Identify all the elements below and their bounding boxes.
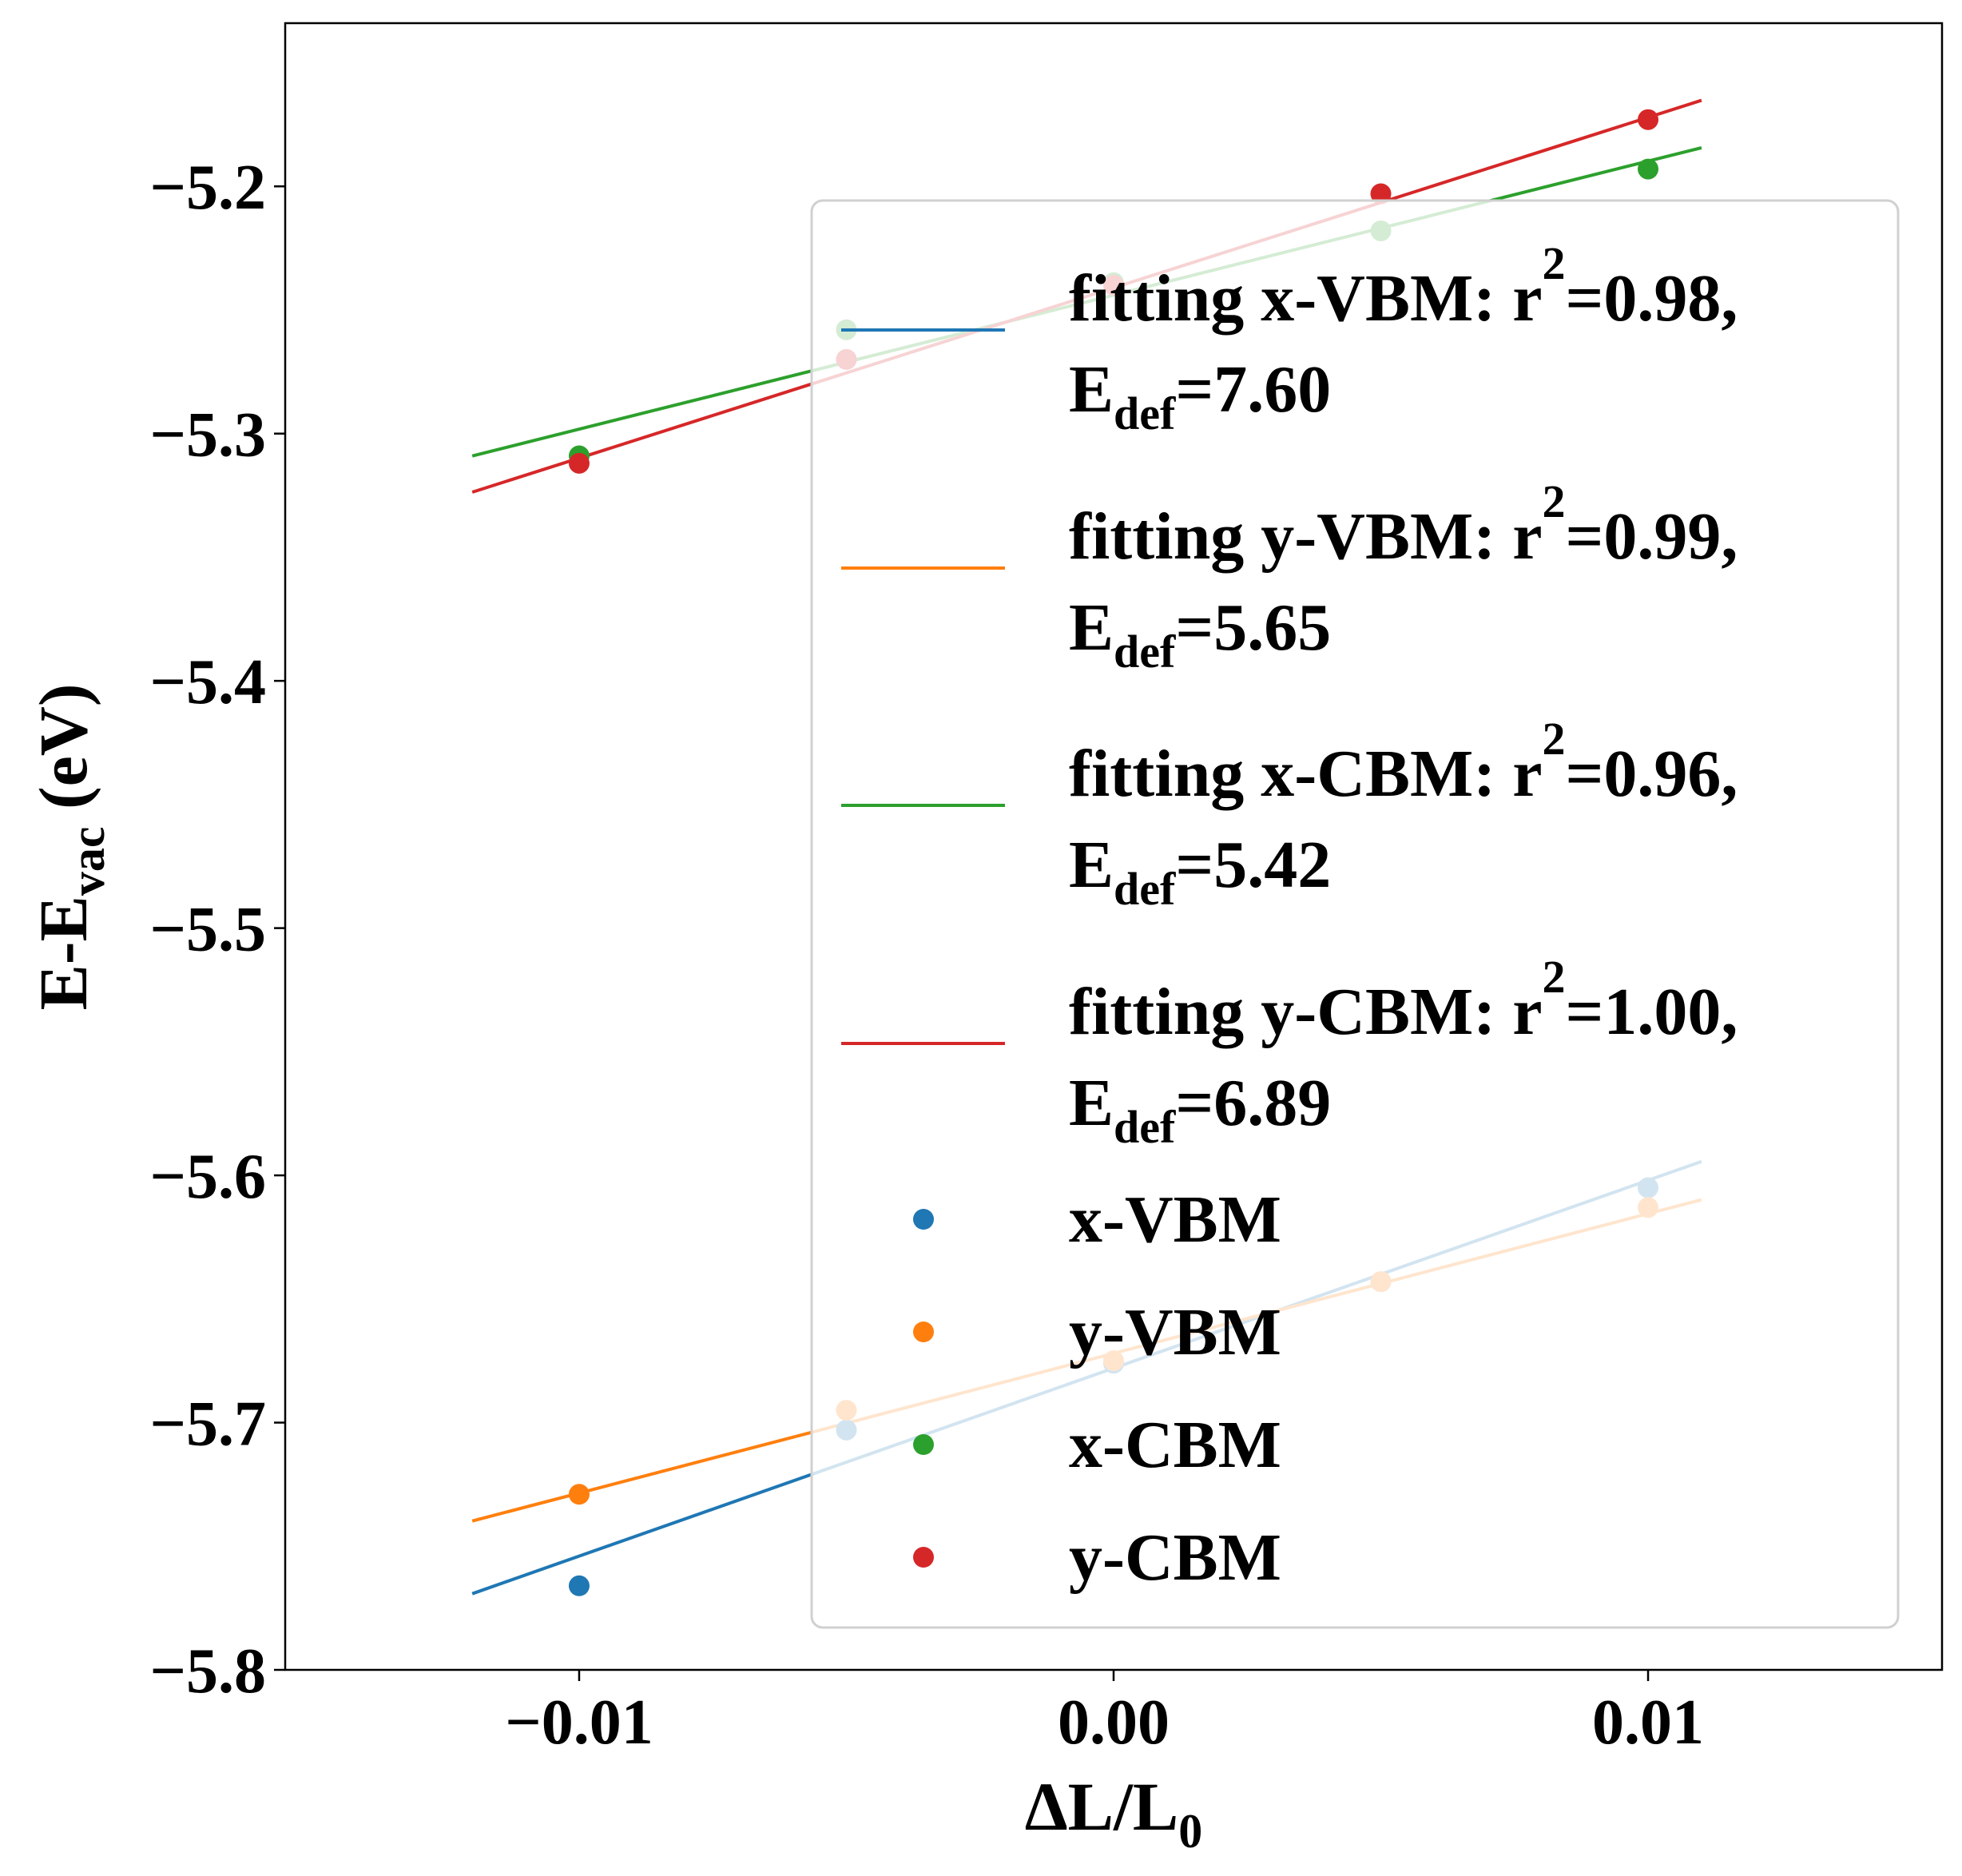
legend-series-label: x-CBM <box>1069 1408 1281 1482</box>
y-tick-label: −5.3 <box>149 400 266 471</box>
data-point <box>568 452 590 474</box>
data-point <box>1370 183 1392 205</box>
legend-fit-edef: Edef=6.89 <box>1069 1066 1331 1153</box>
x-axis-label-main: ΔL/L <box>1025 1768 1179 1845</box>
y-tick-label: −5.7 <box>149 1389 266 1460</box>
y-axis-label-sub: vac <box>62 827 114 896</box>
data-point <box>1638 158 1659 180</box>
y-axis-label-suffix: (eV) <box>25 683 101 826</box>
y-axis-label: E-Evac (eV) <box>25 683 114 1010</box>
y-axis: −5.2 −5.3 −5.4 −5.5 −5.6 −5.7 −5.8 <box>149 153 285 1707</box>
y-axis-label-main: E-E <box>25 896 101 1010</box>
legend-marker <box>913 1322 934 1342</box>
legend-series-label: x-VBM <box>1069 1182 1281 1257</box>
y-tick-label: −5.2 <box>149 153 266 223</box>
data-point <box>1638 109 1659 130</box>
x-axis: −0.01 0.00 0.01 <box>505 1670 1704 1758</box>
x-tick-label: 0.01 <box>1592 1687 1704 1758</box>
x-axis-label: ΔL/L0 <box>1025 1768 1203 1858</box>
legend-fit-edef: Edef=5.42 <box>1069 828 1331 915</box>
x-axis-label-sub: 0 <box>1178 1805 1202 1858</box>
legend-fit-label: fitting y-CBM: r2=1.00, <box>1069 951 1738 1049</box>
y-tick-label: −5.6 <box>149 1142 266 1212</box>
legend-fit-label: fitting y-VBM: r2=0.99, <box>1069 475 1738 574</box>
y-tick-label: −5.4 <box>149 647 266 717</box>
legend-marker <box>913 1209 934 1230</box>
legend-fit-edef: Edef=5.65 <box>1069 590 1331 678</box>
legend-marker <box>913 1434 934 1455</box>
legend-box <box>810 199 1900 1629</box>
legend-marker <box>913 1547 934 1568</box>
x-tick-label: 0.00 <box>1058 1687 1170 1758</box>
legend-fit-label: fitting x-CBM: r2=0.96, <box>1069 713 1738 811</box>
legend-series-label: y-CBM <box>1069 1520 1281 1595</box>
legend-fit-edef: Edef=7.60 <box>1069 352 1331 439</box>
legend: fitting x-VBM: r2=0.98, Edef=7.60 fitting … <box>810 199 1900 1629</box>
legend-series-label: y-VBM <box>1069 1295 1281 1369</box>
x-tick-label: −0.01 <box>505 1687 653 1758</box>
y-tick-label: −5.8 <box>149 1636 266 1707</box>
data-point <box>568 1484 590 1505</box>
legend-fit-label: fitting x-VBM: r2=0.98, <box>1069 237 1738 336</box>
data-point <box>568 1575 590 1596</box>
y-tick-label: −5.5 <box>149 895 266 965</box>
